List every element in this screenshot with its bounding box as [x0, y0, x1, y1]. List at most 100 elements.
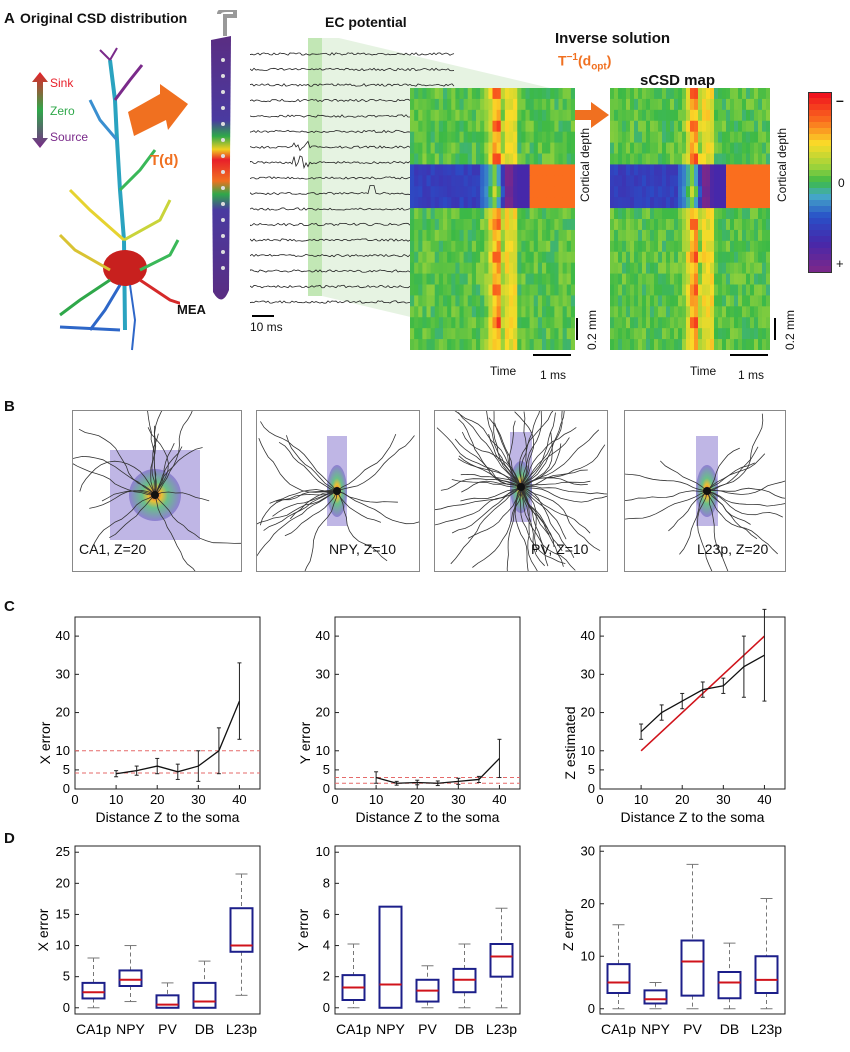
heatmap-cell — [422, 131, 427, 143]
heatmap-cell — [666, 219, 671, 231]
dendrite — [625, 490, 708, 502]
heatmap-cell — [762, 229, 767, 242]
heatmap-cell — [471, 240, 477, 253]
dendrite — [706, 453, 766, 492]
heatmap-cell — [443, 295, 448, 307]
heatmap-cell — [710, 273, 715, 285]
heatmap-cell — [414, 262, 419, 274]
heatmap-cell — [662, 131, 667, 143]
cell-frame-pv: PV, Z=10 — [434, 410, 608, 572]
heatmap-cell — [414, 219, 419, 231]
heatmap-cell — [618, 120, 623, 133]
heatmap-cell — [513, 88, 518, 100]
heatmap-cell — [471, 131, 477, 143]
neuron-illustration — [58, 47, 180, 351]
heatmap-cell — [670, 251, 675, 264]
heatmap-cell — [646, 229, 651, 242]
dendrite — [154, 443, 175, 496]
dendrite — [520, 477, 588, 488]
heatmap-cell — [634, 153, 639, 165]
heatmap-cell — [634, 262, 639, 274]
y-tick-label: 10 — [316, 743, 330, 758]
plot-frame — [74, 845, 261, 1015]
heatmap-cell — [694, 131, 699, 143]
heatmap-cell — [682, 219, 687, 231]
heatmap-cell — [726, 153, 731, 165]
heatmap-cell — [722, 98, 727, 111]
colorbar-segment — [808, 200, 832, 207]
heatmap-cell — [484, 131, 489, 143]
dendrite — [278, 441, 338, 492]
box — [717, 971, 742, 1000]
heatmap-cell — [488, 229, 493, 242]
ec-trace — [250, 67, 455, 72]
heatmap-cell — [521, 109, 526, 122]
heatmap-cell — [509, 306, 514, 318]
heatmap-cell — [463, 328, 469, 340]
heatmap-cell — [476, 164, 481, 176]
heatmap-cell — [566, 284, 572, 296]
heatmap-cell — [726, 88, 731, 100]
heatmap-cell — [554, 186, 559, 198]
heatmap-cell — [638, 306, 643, 318]
heatmap-cell — [690, 284, 695, 296]
heatmap-cell — [542, 284, 547, 296]
heatmap-cell — [646, 328, 651, 340]
heatmap-cell — [476, 240, 481, 253]
heatmap-cell — [718, 295, 723, 307]
heatmap-cell — [525, 284, 531, 296]
heatmap-cell — [414, 88, 419, 100]
heatmap-cell — [618, 273, 623, 285]
heatmap-cell — [492, 109, 498, 122]
heatmap-cell — [422, 142, 427, 154]
heatmap-cell — [529, 142, 535, 154]
heatmap-cell — [467, 219, 473, 231]
heatmap-cell — [504, 317, 510, 329]
heatmap-cell — [758, 120, 763, 133]
heatmap-cell — [480, 153, 485, 165]
heatmap-cell — [521, 120, 526, 133]
heatmap-cell — [618, 229, 623, 242]
heatmap-cell — [698, 273, 703, 285]
dendrite — [520, 486, 567, 540]
heatmap-cell — [434, 120, 440, 133]
heatmap-cell — [570, 273, 575, 285]
dendrite — [520, 411, 543, 488]
heatmap-cell — [702, 120, 707, 133]
heatmap-cell — [734, 229, 739, 242]
ec-highlight — [308, 38, 322, 296]
heatmap-cell — [742, 142, 747, 154]
heatmap-cell — [662, 295, 667, 307]
heatmap-cell — [521, 284, 526, 296]
heatmap-cell — [480, 339, 485, 350]
inverse-title: Inverse solution — [555, 30, 671, 47]
heatmap-cell — [554, 153, 559, 165]
heatmap-cell — [500, 229, 506, 242]
dendrite — [101, 489, 156, 502]
heatmap-cell — [614, 88, 619, 100]
heatmap-cell — [738, 88, 743, 100]
heatmap-cell — [690, 109, 695, 122]
mea-label: MEA — [177, 302, 206, 317]
heatmap-cell — [554, 306, 559, 318]
heatmap-cell — [618, 219, 623, 231]
heatmap-cell — [734, 142, 739, 154]
y-tick-label: 10 — [581, 743, 595, 758]
heatmap-cell — [734, 295, 739, 307]
heatmap-cell — [542, 328, 547, 340]
colorbar-segment — [808, 140, 832, 147]
y-tick-label: 20 — [581, 896, 595, 911]
mea-probe — [211, 10, 237, 300]
heatmap-cell — [500, 328, 506, 340]
heatmap-cell — [513, 197, 518, 209]
heatmap-cell — [480, 120, 485, 133]
heatmap-cell — [634, 120, 639, 133]
heatmap-cell — [570, 328, 575, 340]
heatmap-cell — [463, 229, 469, 242]
heatmap-cell — [658, 186, 663, 198]
heatmap-cell — [570, 240, 575, 253]
heatmap-cell — [422, 153, 427, 165]
heatmap-cell — [742, 109, 747, 122]
heatmap-cell — [718, 273, 723, 285]
heatmap-cell — [484, 109, 489, 122]
